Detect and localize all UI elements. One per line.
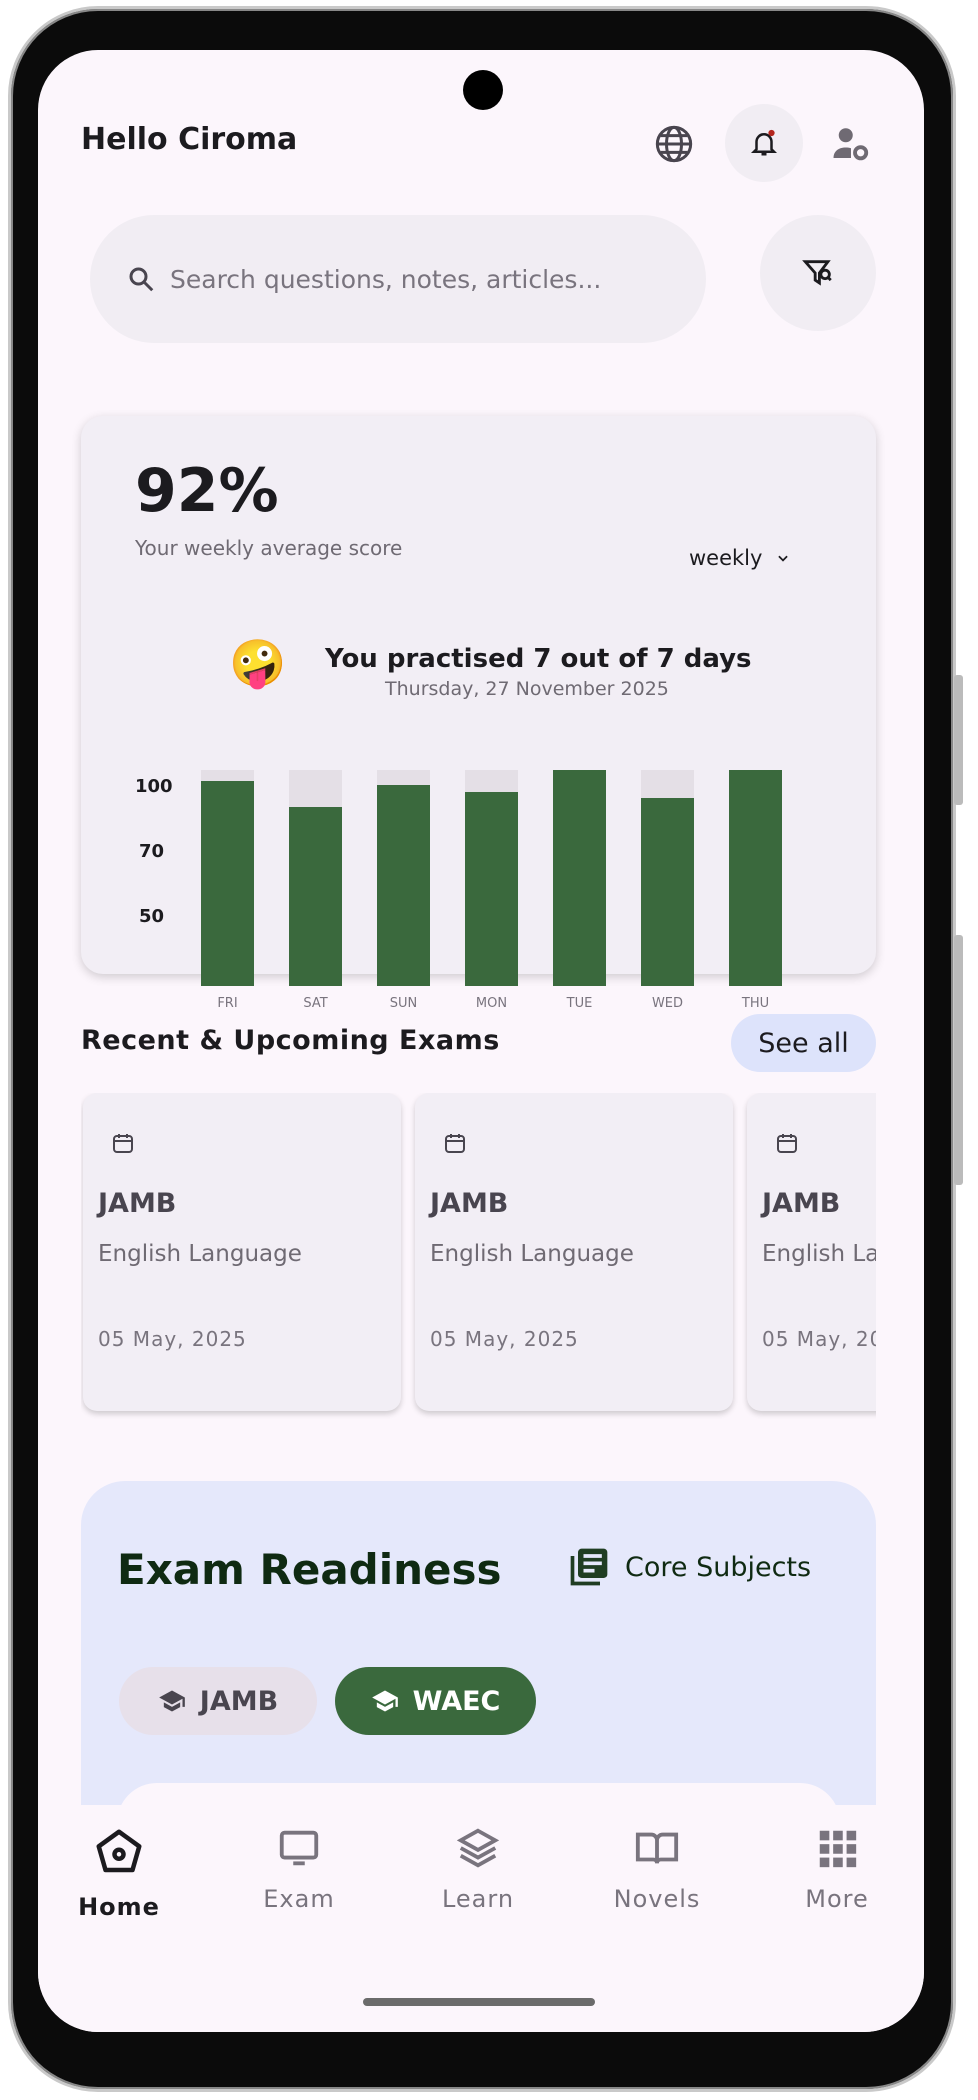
- search-input[interactable]: [170, 264, 670, 294]
- user-settings-icon[interactable]: [827, 120, 875, 168]
- layers-icon: [456, 1828, 500, 1868]
- search-icon: [129, 267, 154, 292]
- bar-mon[interactable]: [465, 791, 518, 986]
- bar-tue[interactable]: [553, 770, 606, 986]
- bar-thu[interactable]: [729, 770, 782, 986]
- filter-icon: [802, 260, 832, 286]
- calendar-icon: [445, 1134, 465, 1153]
- exam-readiness-panel: Exam Readiness Core Subjects JAMB WAEC: [81, 1481, 876, 1811]
- nav-item-more[interactable]: More: [767, 1825, 907, 1913]
- front-camera: [463, 70, 503, 110]
- book-open-icon: [635, 1832, 679, 1864]
- exam-name: JAMB: [430, 1188, 509, 1219]
- x-tick-label: FRI: [217, 996, 238, 1011]
- exam-date: 05 May, 2025: [430, 1327, 579, 1351]
- nav-label: Novels: [613, 1885, 701, 1913]
- x-tick-label: WED: [651, 996, 684, 1011]
- screen: Hello Ciroma 92% Your weekly average sco…: [38, 50, 924, 2032]
- see-all-button[interactable]: See all: [731, 1014, 876, 1072]
- exam-card[interactable]: JAMB English Language 05 May, 2025: [747, 1093, 876, 1411]
- chevron-down-icon: [778, 555, 789, 562]
- filter-button[interactable]: [760, 215, 876, 331]
- volume-button: [954, 675, 963, 805]
- exam-date: 05 May, 2025: [762, 1327, 876, 1351]
- greeting: Hello Ciroma: [81, 122, 298, 157]
- bottom-navigation: Home Exam Learn Novels More: [38, 1805, 924, 2032]
- x-tick-label: MON: [475, 996, 508, 1011]
- calendar-icon: [113, 1134, 133, 1153]
- exam-date: 05 May, 2025: [98, 1327, 247, 1351]
- exam-carousel[interactable]: JAMB English Language 05 May, 2025 JAMB …: [81, 1093, 876, 1423]
- bar-sun[interactable]: [377, 785, 430, 986]
- core-subjects-button[interactable]: Core Subjects: [567, 1545, 811, 1589]
- period-value: weekly: [689, 546, 763, 570]
- power-button: [954, 935, 963, 1185]
- chip-waec[interactable]: WAEC: [335, 1667, 536, 1735]
- home-indicator[interactable]: [363, 1998, 595, 2006]
- bar-fri[interactable]: [201, 780, 254, 986]
- search-bar[interactable]: [90, 215, 706, 343]
- period-dropdown[interactable]: weekly: [689, 546, 790, 570]
- exam-name: JAMB: [98, 1188, 177, 1219]
- nav-item-novels[interactable]: Novels: [587, 1825, 727, 1913]
- nav-item-exam[interactable]: Exam: [229, 1825, 369, 1913]
- x-tick-label: SUN: [389, 996, 418, 1011]
- home-icon: [96, 1829, 142, 1873]
- exams-section-title: Recent & Upcoming Exams: [81, 1025, 500, 1056]
- bar-sat[interactable]: [289, 806, 342, 986]
- average-score: 92%: [135, 456, 279, 526]
- winking-emoji: 🤪: [229, 636, 287, 690]
- exam-card[interactable]: JAMB English Language 05 May, 2025: [83, 1093, 401, 1411]
- nav-item-home[interactable]: Home: [49, 1825, 189, 1921]
- exam-readiness-title: Exam Readiness: [117, 1545, 502, 1594]
- exam-card[interactable]: JAMB English Language 05 May, 2025: [415, 1093, 733, 1411]
- globe-icon[interactable]: [650, 120, 698, 168]
- chip-label: JAMB: [199, 1685, 279, 1717]
- y-tick-label: 50: [139, 906, 165, 927]
- nav-label: Learn: [441, 1885, 515, 1913]
- exam-name: JAMB: [762, 1188, 841, 1219]
- nav-label: Home: [78, 1893, 160, 1921]
- x-tick-label: THU: [741, 996, 770, 1011]
- y-tick-label: 100: [135, 776, 173, 797]
- core-subjects-label: Core Subjects: [625, 1551, 812, 1583]
- score-card: 92% Your weekly average score weekly 🤪 Y…: [81, 416, 876, 1011]
- apps-grid-icon: [819, 1830, 857, 1868]
- chip-label: WAEC: [412, 1685, 501, 1717]
- y-tick-label: 70: [139, 841, 165, 862]
- current-date: Thursday, 27 November 2025: [385, 678, 669, 700]
- nav-label: Exam: [263, 1885, 335, 1913]
- chip-jamb[interactable]: JAMB: [119, 1667, 317, 1735]
- nav-label: More: [805, 1885, 869, 1913]
- library-books-icon: [570, 1548, 608, 1586]
- exam-subject: English Language: [762, 1241, 876, 1267]
- practice-summary: You practised 7 out of 7 days: [325, 644, 752, 674]
- calendar-icon: [777, 1134, 797, 1153]
- exam-subject: English Language: [98, 1241, 302, 1267]
- x-tick-label: TUE: [566, 996, 593, 1011]
- bar-wed[interactable]: [641, 798, 694, 986]
- school-icon: [158, 1690, 185, 1712]
- exam-subject: English Language: [430, 1241, 634, 1267]
- school-icon: [371, 1690, 398, 1712]
- x-tick-label: SAT: [303, 996, 328, 1011]
- average-score-label: Your weekly average score: [135, 536, 403, 560]
- monitor-icon: [279, 1830, 319, 1866]
- bar-chart: FRI SAT SUN MON TUE WED THU: [81, 416, 876, 1011]
- notification-bell-button[interactable]: [725, 104, 803, 182]
- bell-icon: [750, 129, 778, 156]
- nav-item-learn[interactable]: Learn: [408, 1825, 548, 1913]
